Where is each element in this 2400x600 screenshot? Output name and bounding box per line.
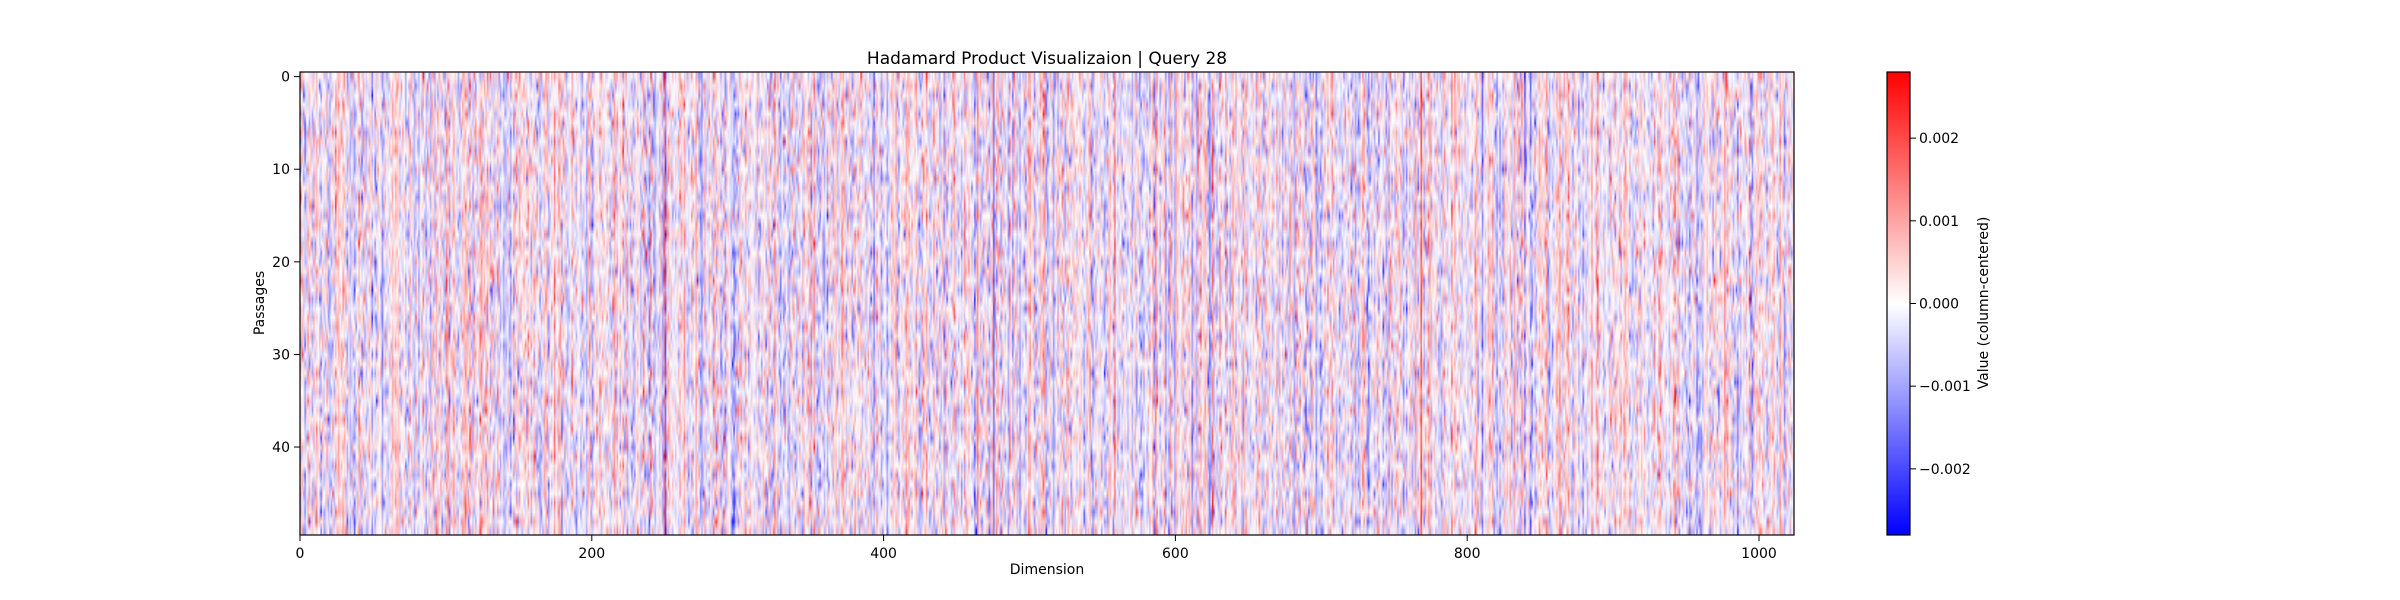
x-axis-label: Dimension [1010,562,1084,578]
colorbar-tick-label: 0.002 [1919,131,1959,147]
x-tick-label: 0 [296,546,305,562]
plot-frame [299,71,1795,536]
x-tick-label: 600 [1162,546,1189,562]
heatmap [299,71,1795,536]
colorbar-tick-label: 0.001 [1919,214,1959,230]
heatmap-raster [300,72,1794,535]
heatmap-image [300,72,1794,535]
y-tick-label: 30 [272,347,290,363]
colorbar-tick-label: 0.000 [1919,297,1959,313]
x-tick-label: 200 [578,546,605,562]
x-tick-label: 400 [870,546,897,562]
colorbar-tick-label: −0.001 [1919,379,1971,395]
y-axis-label: Passages [252,271,268,335]
x-tick-label: 1000 [1741,546,1777,562]
y-axis: 0 10 20 30 40 [272,70,300,456]
x-tick-label: 800 [1454,546,1481,562]
y-tick-label: 40 [272,440,290,456]
y-tick-label: 20 [272,255,290,271]
colorbar-tick-label: −0.002 [1919,462,1971,478]
y-tick-label: 10 [272,162,290,178]
colorbar: 0.002 0.001 0.000 −0.001 −0.002 [1886,71,1971,536]
colorbar-label: Value (column-centered) [1976,217,1992,390]
colorbar-ticks: 0.002 0.001 0.000 −0.001 −0.002 [1910,131,1971,478]
chart-title: Hadamard Product Visualizaion | Query 28 [867,49,1227,69]
y-tick-label: 0 [281,70,290,86]
x-axis: 0 200 400 600 800 1000 [296,535,1777,562]
colorbar-gradient [1887,72,1910,535]
